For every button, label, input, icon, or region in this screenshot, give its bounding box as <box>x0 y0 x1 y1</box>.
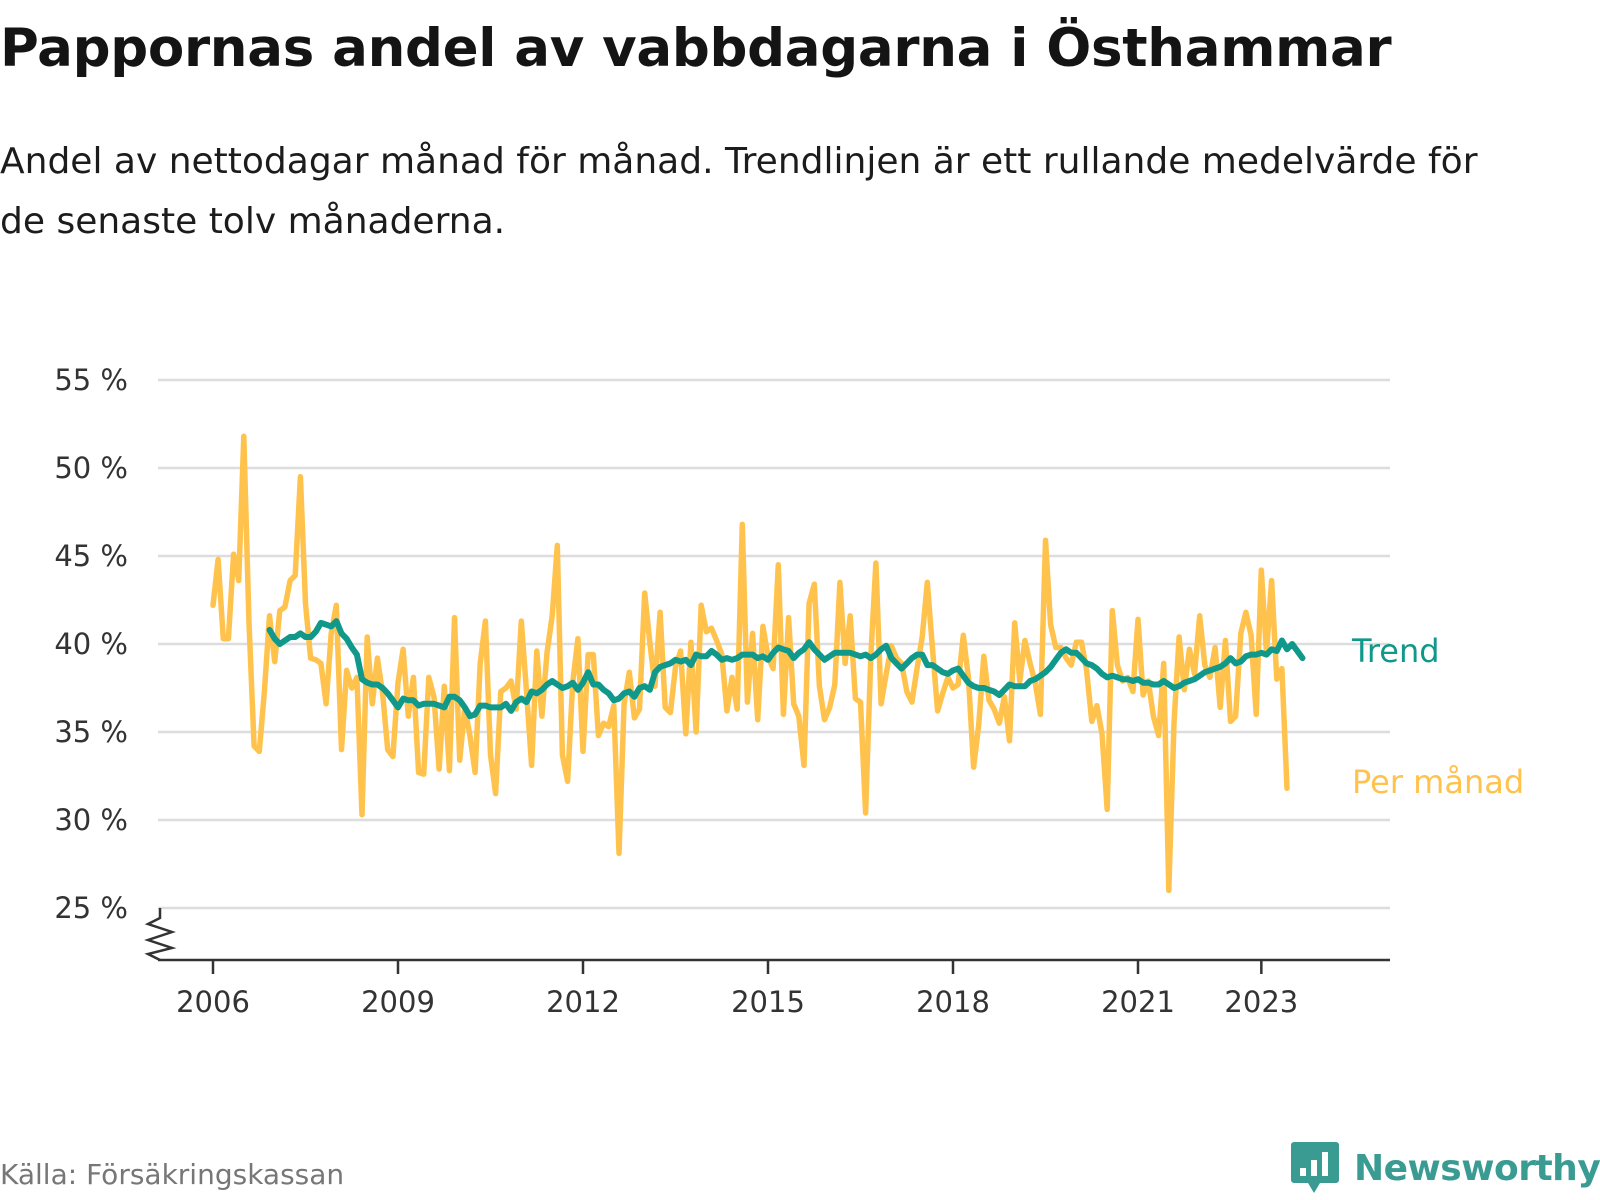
x-tick-label-2021: 2021 <box>1101 985 1175 1019</box>
series-line-per-manad <box>210 433 1290 894</box>
x-tick-label-2006: 2006 <box>176 985 250 1019</box>
chart-title: Pappornas andel av vabbdagarna i Östhamm… <box>0 18 1392 79</box>
y-tick-label-40: 40 % <box>54 627 128 661</box>
axis-break-icon <box>144 908 177 962</box>
brand-name: Newsworthy <box>1354 1147 1600 1189</box>
newsworthy-logo-icon <box>1291 1142 1339 1193</box>
x-axis <box>144 908 1390 974</box>
x-tick-label-2018: 2018 <box>916 985 990 1019</box>
series-labels: Per månad Trend <box>1351 632 1524 801</box>
y-tick-label-30: 30 % <box>54 803 128 837</box>
x-tick-label-2015: 2015 <box>731 985 805 1019</box>
y-tick-label-35: 35 % <box>54 715 128 749</box>
source-note: Källa: Försäkringskassan <box>0 1158 345 1191</box>
x-axis-labels: 2006 2009 2012 2015 2018 2021 2023 <box>176 985 1298 1019</box>
brand-logo: Newsworthy <box>1290 1140 1600 1196</box>
y-axis-labels: 25 % 30 % 35 % 40 % 45 % 50 % 55 % <box>54 363 128 925</box>
y-tick-label-45: 45 % <box>54 539 128 573</box>
series-lines <box>210 433 1306 894</box>
series-label-per-manad: Per månad <box>1352 763 1524 801</box>
y-tick-label-25: 25 % <box>54 891 128 925</box>
y-tick-label-50: 50 % <box>54 451 128 485</box>
series-label-trend: Trend <box>1351 632 1440 670</box>
x-tick-label-2012: 2012 <box>546 985 620 1019</box>
x-tick-label-2009: 2009 <box>361 985 435 1019</box>
x-tick-label-2023: 2023 <box>1224 985 1298 1019</box>
y-tick-label-55: 55 % <box>54 363 128 397</box>
chart-subtitle: Andel av nettodagar månad för månad. Tre… <box>0 141 1478 242</box>
series-line-trend <box>266 618 1306 720</box>
